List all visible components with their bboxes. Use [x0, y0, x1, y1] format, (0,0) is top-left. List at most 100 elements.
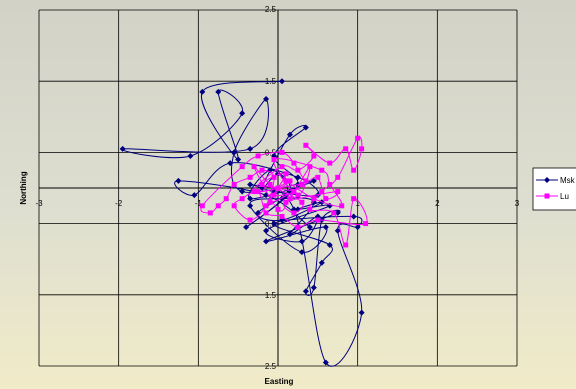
data-point-lu	[287, 178, 293, 184]
y-tick-label: 2.5	[265, 362, 277, 371]
legend-marker-msk	[544, 177, 550, 183]
series-msk	[119, 78, 365, 367]
data-point-msk	[247, 181, 254, 188]
legend-box	[532, 167, 576, 211]
data-point-msk	[326, 241, 333, 248]
data-point-msk	[302, 124, 309, 131]
data-point-msk	[286, 131, 293, 138]
data-point-msk	[191, 192, 198, 199]
data-point-msk	[239, 188, 246, 195]
data-point-msk	[350, 213, 357, 220]
data-point-lu	[267, 199, 273, 205]
data-point-lu	[251, 189, 257, 195]
data-point-lu	[279, 149, 285, 155]
data-point-lu	[223, 196, 229, 202]
data-point-lu	[351, 196, 357, 202]
data-point-lu	[355, 135, 361, 141]
data-point-lu	[323, 196, 329, 202]
x-axis-title: Easting	[265, 377, 294, 386]
data-point-lu	[335, 189, 341, 195]
data-point-lu	[303, 142, 309, 148]
data-point-msk	[298, 249, 305, 256]
data-point-lu	[291, 189, 297, 195]
data-point-lu	[255, 189, 261, 195]
y-tick-label: 0.5	[265, 220, 277, 229]
data-point-lu	[275, 185, 281, 191]
data-point-lu	[283, 171, 289, 177]
data-point-msk	[294, 174, 301, 181]
data-point-lu	[295, 192, 301, 198]
data-point-lu	[255, 153, 261, 159]
data-point-msk	[306, 224, 313, 231]
data-point-msk	[227, 160, 234, 167]
data-point-lu	[231, 181, 237, 187]
data-point-msk	[354, 224, 361, 231]
data-point-lu	[199, 203, 205, 209]
x-tick-label: -3	[35, 199, 43, 208]
data-point-lu	[271, 192, 277, 198]
data-point-msk	[286, 231, 293, 238]
data-point-lu	[331, 210, 337, 216]
data-point-lu	[283, 178, 289, 184]
data-point-lu	[215, 203, 221, 209]
data-point-lu	[319, 189, 325, 195]
data-point-lu	[263, 210, 269, 216]
data-point-lu	[327, 181, 333, 187]
series	[119, 78, 369, 367]
data-point-lu	[319, 167, 325, 173]
data-point-msk	[318, 259, 325, 266]
data-point-lu	[259, 167, 265, 173]
data-point-lu	[343, 242, 349, 248]
data-point-lu	[247, 217, 253, 223]
data-point-msk	[247, 145, 254, 152]
data-point-msk	[263, 238, 270, 245]
data-point-msk	[263, 227, 270, 234]
data-point-lu	[279, 213, 285, 219]
data-point-lu	[291, 160, 297, 166]
data-point-lu	[271, 174, 277, 180]
x-tick-label: 2	[435, 199, 440, 208]
data-point-lu	[315, 217, 321, 223]
data-point-lu	[363, 221, 369, 227]
data-point-lu	[231, 203, 237, 209]
data-point-lu	[299, 181, 305, 187]
data-point-lu	[343, 146, 349, 152]
data-point-lu	[251, 164, 257, 170]
data-point-lu	[283, 199, 289, 205]
data-point-lu	[279, 164, 285, 170]
y-tick-label: 1.5	[265, 291, 277, 300]
data-point-lu	[239, 196, 245, 202]
data-point-lu	[299, 199, 305, 205]
legend: Msk Lu	[532, 167, 576, 211]
data-point-lu	[351, 167, 357, 173]
data-point-lu	[327, 160, 333, 166]
data-point-msk	[215, 88, 222, 95]
data-point-msk	[231, 149, 238, 156]
data-point-lu	[259, 181, 265, 187]
data-point-msk	[322, 359, 329, 366]
data-point-msk	[243, 224, 250, 231]
data-point-lu	[307, 206, 313, 212]
data-point-msk	[358, 309, 365, 316]
x-tick-label: -2	[115, 199, 123, 208]
data-point-lu	[303, 178, 309, 184]
data-point-msk	[263, 96, 270, 102]
x-tick-label: 3	[515, 199, 520, 208]
data-point-lu	[275, 206, 281, 212]
data-point-lu	[311, 153, 317, 159]
data-point-msk	[310, 284, 317, 291]
data-point-lu	[247, 174, 253, 180]
data-point-msk	[187, 152, 194, 159]
legend-marker-lu	[544, 193, 550, 199]
data-point-lu	[267, 181, 273, 187]
data-point-lu	[271, 157, 277, 163]
data-point-lu	[307, 164, 313, 170]
legend-label-msk: Msk	[560, 176, 576, 185]
y-tick-label: 2.5	[265, 5, 277, 14]
data-point-msk	[239, 110, 246, 117]
data-point-lu	[295, 167, 301, 173]
data-point-lu	[291, 210, 297, 216]
data-point-msk	[302, 288, 309, 295]
y-axis-title: Northing	[19, 171, 28, 204]
